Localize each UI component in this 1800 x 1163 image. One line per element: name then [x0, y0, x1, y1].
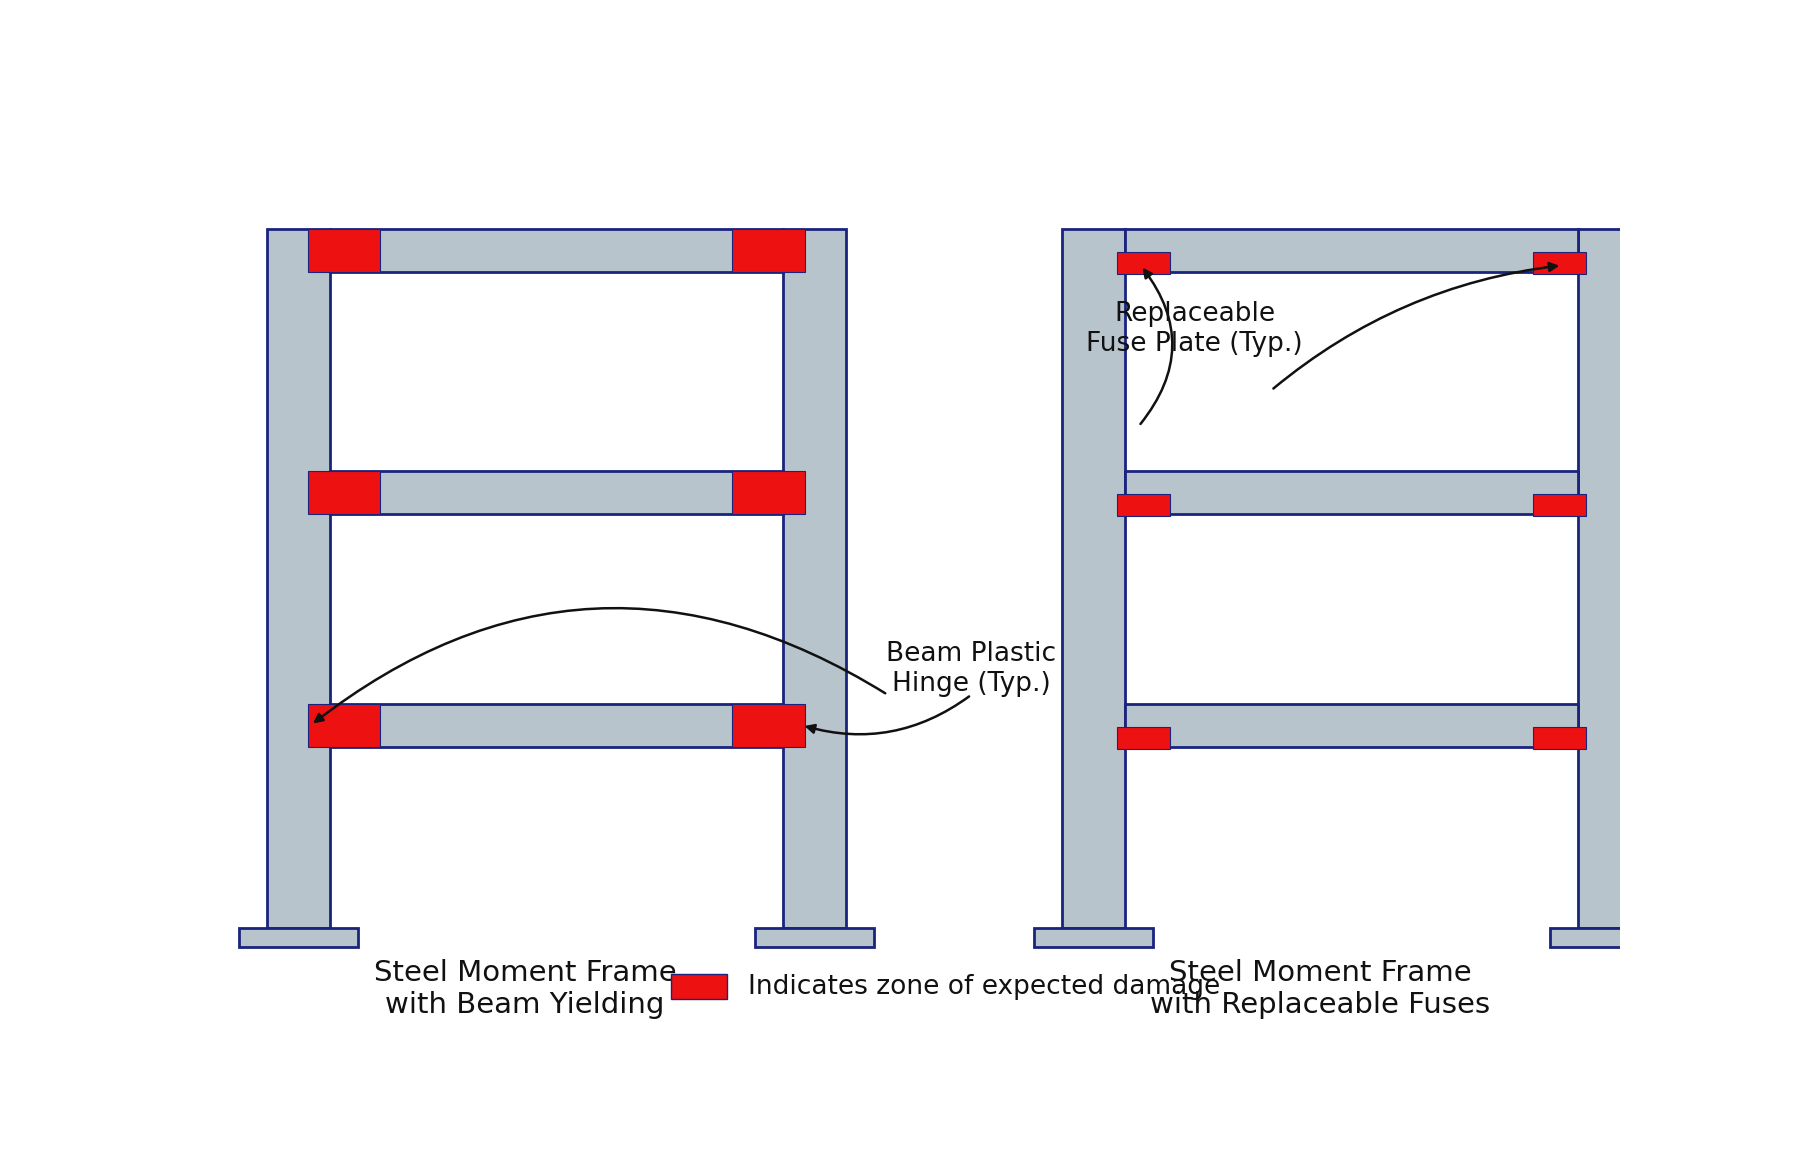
Bar [1579, 229, 1642, 928]
Text: Replaceable
Fuse Plate (Typ.): Replaceable Fuse Plate (Typ.) [1085, 301, 1303, 357]
Bar [1116, 727, 1170, 749]
Bar [733, 229, 805, 272]
Bar [1534, 252, 1586, 274]
Bar [1534, 727, 1586, 749]
Bar [733, 704, 805, 747]
Bar [239, 928, 358, 948]
Bar [1116, 494, 1170, 516]
Bar [308, 471, 380, 514]
Bar [1116, 252, 1170, 274]
Bar [1125, 471, 1579, 514]
Bar [266, 229, 329, 928]
Bar [329, 704, 783, 747]
Bar [1550, 928, 1669, 948]
Bar [1125, 229, 1579, 272]
Bar [329, 471, 783, 514]
Bar [783, 229, 846, 928]
Bar [308, 704, 380, 747]
Bar [1534, 494, 1586, 516]
Bar [1125, 704, 1579, 747]
Bar [671, 975, 727, 999]
Bar [756, 928, 873, 948]
Bar [733, 471, 805, 514]
Text: Beam Plastic
Hinge (Typ.): Beam Plastic Hinge (Typ.) [886, 641, 1057, 697]
Text: Steel Moment Frame
with Beam Yielding: Steel Moment Frame with Beam Yielding [374, 959, 677, 1019]
Bar [1033, 928, 1152, 948]
Text: Indicates zone of expected damage: Indicates zone of expected damage [749, 973, 1220, 1000]
Bar [308, 229, 380, 272]
Text: Steel Moment Frame
with Replaceable Fuses: Steel Moment Frame with Replaceable Fuse… [1150, 959, 1490, 1019]
Bar [1062, 229, 1125, 928]
Bar [329, 229, 783, 272]
